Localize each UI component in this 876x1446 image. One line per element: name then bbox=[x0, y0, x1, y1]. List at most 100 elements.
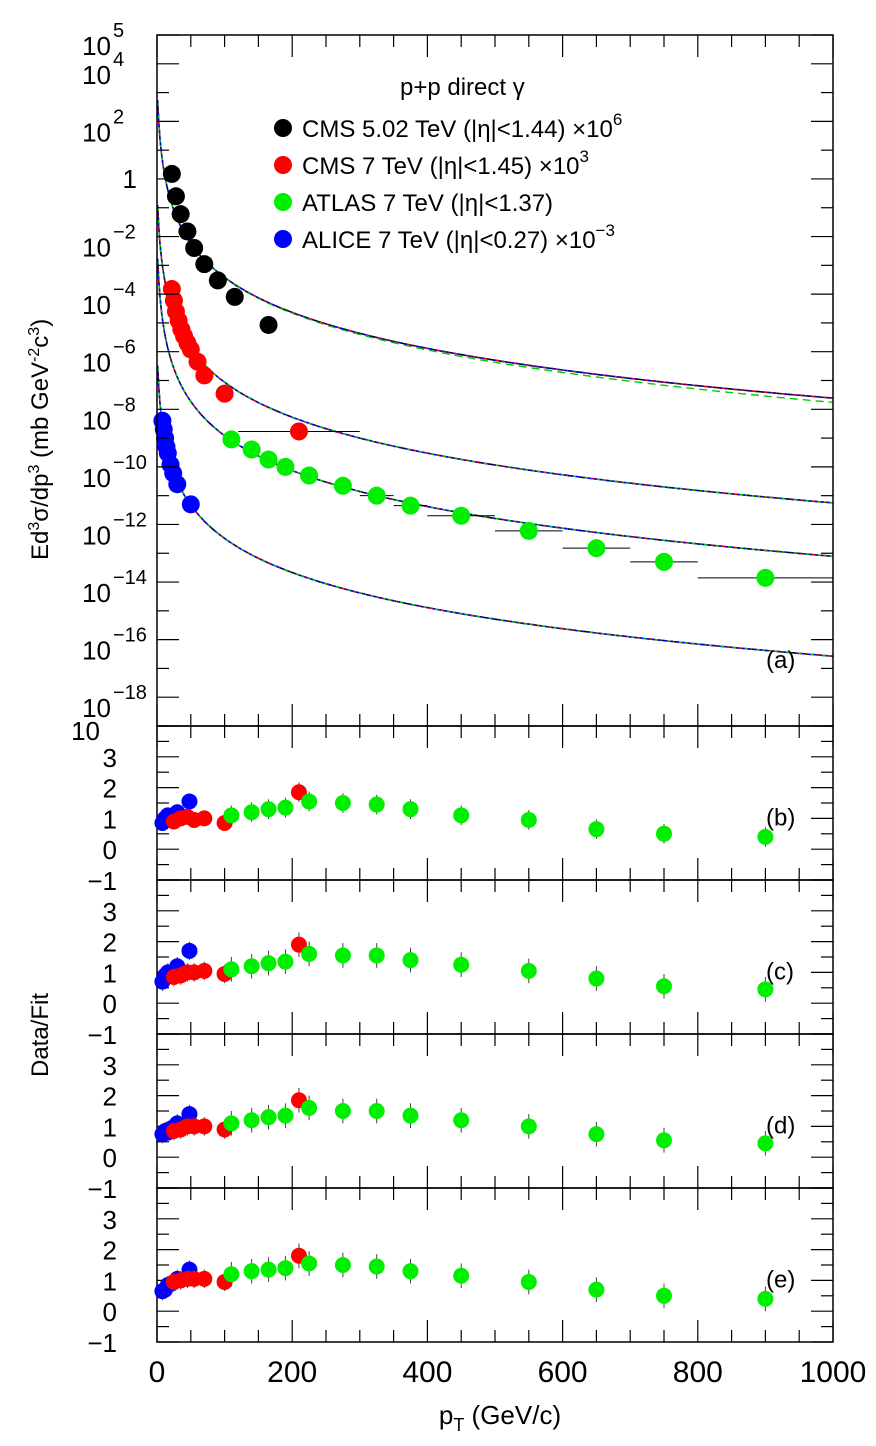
x-tick-label: 400 bbox=[402, 1356, 452, 1389]
panel-label: (e) bbox=[766, 1266, 795, 1293]
data-point bbox=[196, 1270, 213, 1287]
y-title-part: Ed bbox=[27, 531, 54, 560]
data-point bbox=[334, 795, 351, 811]
y-title-part: ) bbox=[27, 319, 54, 327]
data-point bbox=[453, 807, 470, 824]
fit-curve-2-2 bbox=[157, 258, 834, 557]
data-point bbox=[519, 521, 538, 540]
data-point bbox=[520, 1273, 537, 1290]
data-point bbox=[656, 978, 672, 995]
panel-label: (b) bbox=[766, 804, 795, 831]
y-tick-label: 10 bbox=[82, 405, 111, 435]
data-point bbox=[402, 801, 419, 818]
y-tick-label: −1 bbox=[87, 1020, 117, 1050]
y-tick-label-exp: −6 bbox=[113, 337, 136, 359]
data-point bbox=[301, 1099, 318, 1116]
data-point bbox=[368, 1258, 385, 1275]
fit-curve-0-3 bbox=[157, 100, 834, 399]
data-point bbox=[171, 205, 190, 224]
y-tick-label: 3 bbox=[103, 1051, 117, 1081]
x-tick-label: 1000 bbox=[800, 1356, 867, 1389]
y-tick-label-exp: 5 bbox=[113, 20, 124, 42]
legend-label: ALICE 7 TeV (|η|<0.27) ×10−3 bbox=[302, 221, 615, 254]
data-point bbox=[196, 1118, 213, 1135]
y-tick-label: 3 bbox=[103, 897, 117, 927]
ratio-axis-title: Data/Fit bbox=[27, 993, 54, 1077]
data-point bbox=[181, 793, 198, 810]
data-point bbox=[223, 961, 240, 978]
data-point bbox=[757, 1290, 774, 1307]
y-tick-label: 10 bbox=[82, 60, 111, 90]
y-tick-label: 0 bbox=[103, 1297, 117, 1327]
data-point bbox=[334, 1103, 351, 1119]
y-tick-label: 2 bbox=[103, 928, 117, 958]
legend-label: CMS 5.02 TeV (|η|<1.44) ×106 bbox=[302, 110, 622, 143]
data-point bbox=[277, 799, 294, 816]
y-tick-label: 10 bbox=[82, 117, 111, 147]
y-tick-label: 10 bbox=[82, 463, 111, 493]
data-point bbox=[402, 1263, 419, 1280]
legend-label-sup: −3 bbox=[596, 221, 615, 240]
legend: p+p direct γ CMS 5.02 TeV (|η|<1.44) ×106… bbox=[274, 74, 622, 254]
data-point bbox=[333, 476, 352, 495]
data-point bbox=[181, 1106, 198, 1123]
data-point bbox=[259, 450, 278, 469]
y-tick-label: 2 bbox=[103, 774, 117, 804]
legend-title: p+p direct γ bbox=[400, 74, 525, 101]
data-point bbox=[243, 1112, 260, 1129]
y-tick-label: 10 bbox=[82, 693, 111, 723]
data-point bbox=[656, 1287, 672, 1304]
y-title-sup: 3 bbox=[26, 465, 43, 474]
data-point bbox=[757, 981, 774, 998]
data-point bbox=[301, 1255, 318, 1272]
legend-label-sup: 6 bbox=[613, 110, 622, 129]
data-point bbox=[655, 552, 673, 571]
y-axis-title: Ed3σ/dp3 (mb GeV-2c3) bbox=[26, 319, 54, 560]
data-point bbox=[188, 352, 207, 371]
data-point bbox=[260, 1109, 277, 1126]
y-tick-label: −1 bbox=[87, 1328, 117, 1358]
data-point bbox=[162, 164, 181, 183]
y-tick-label-exp: −16 bbox=[113, 625, 147, 647]
data-point bbox=[453, 1267, 470, 1284]
panel-label: (d) bbox=[766, 1112, 795, 1139]
data-point bbox=[588, 1281, 605, 1298]
data-point bbox=[367, 486, 386, 505]
y-tick-label: 10 bbox=[82, 290, 111, 320]
data-point bbox=[243, 804, 260, 821]
frame bbox=[156, 725, 834, 881]
data-point bbox=[260, 801, 277, 818]
data-point bbox=[181, 495, 200, 514]
data-point bbox=[185, 238, 204, 257]
data-point bbox=[243, 958, 260, 975]
data-point bbox=[520, 962, 537, 979]
data-point bbox=[368, 947, 385, 964]
fit-curve-2-3 bbox=[157, 258, 834, 557]
x-tick-label: 800 bbox=[673, 1356, 723, 1389]
y-tick-label: 10 bbox=[82, 233, 111, 263]
panel-label-a: (a) bbox=[766, 647, 795, 674]
y-tick-label-exp: −2 bbox=[113, 222, 136, 244]
data-point bbox=[520, 811, 537, 828]
data-point bbox=[334, 947, 351, 964]
data-point bbox=[290, 936, 307, 953]
data-point bbox=[656, 1132, 672, 1149]
data-point bbox=[225, 287, 244, 306]
data-point bbox=[368, 1103, 385, 1119]
data-point bbox=[195, 255, 214, 274]
data-point bbox=[277, 1260, 294, 1277]
legend-label: ATLAS 7 TeV (|η|<1.37) bbox=[302, 190, 553, 217]
data-point bbox=[168, 475, 187, 494]
data-point bbox=[242, 440, 261, 459]
panel-label: (c) bbox=[766, 958, 794, 985]
data-point bbox=[290, 784, 307, 801]
y-title-part: (mb GeV bbox=[27, 362, 54, 465]
y-tick-label: 10 bbox=[82, 578, 111, 608]
y-title-sup: 3 bbox=[26, 327, 43, 336]
y-tick-label: −1 bbox=[87, 1174, 117, 1204]
frame bbox=[156, 1187, 834, 1343]
y-tick-label: 1 bbox=[123, 164, 137, 194]
fit-curve-3-1 bbox=[157, 365, 834, 657]
